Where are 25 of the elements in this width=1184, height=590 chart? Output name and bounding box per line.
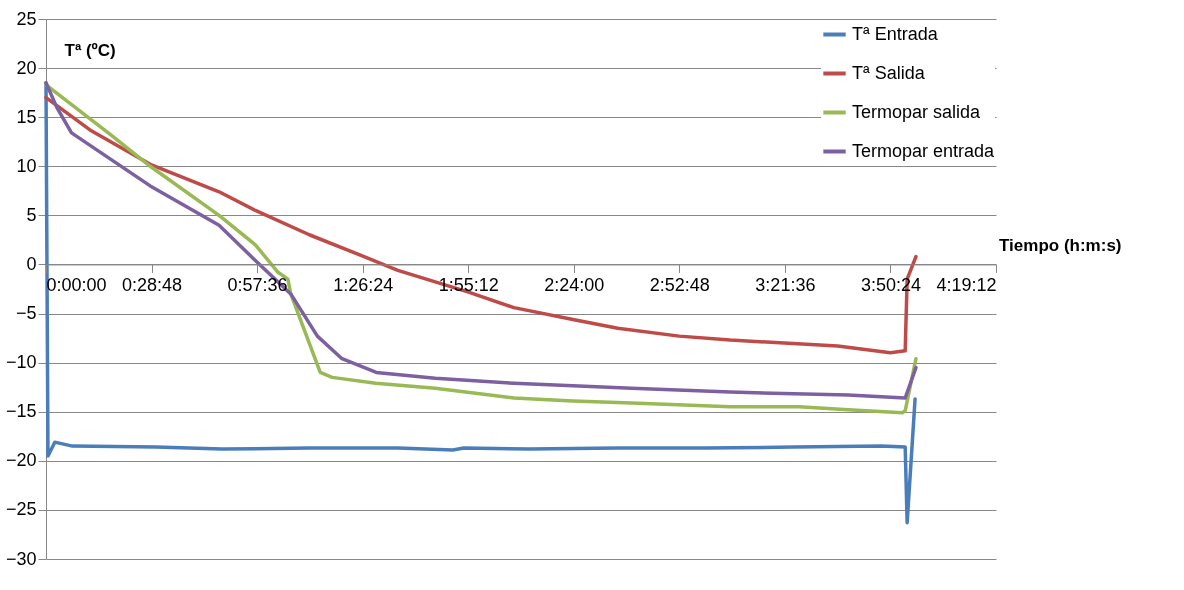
y-tick-label: −5 [15,303,37,324]
legend-label: Tª Entrada [852,23,939,44]
y-tick-label: −25 [5,499,37,520]
y-tick-label: −30 [5,548,37,569]
x-tick-label: 0:28:48 [122,274,183,295]
y-tick-label: 20 [16,57,37,78]
legend-label: Tª Salida [852,62,926,83]
y-tick-label: 5 [26,204,37,225]
y-tick-label: 15 [16,106,37,127]
y-tick-label: 10 [16,155,37,176]
y-tick-label: −10 [5,352,37,373]
legend-label: Termopar entrada [852,140,996,161]
y-tick-label: 0 [26,253,37,274]
y-axis-title: Tª (ºC) [64,40,116,60]
legend-label: Termopar salida [852,101,982,122]
x-tick-label: 2:24:00 [544,274,605,295]
x-axis-title: Tiempo (h:m:s) [999,235,1122,255]
x-tick-label: 2:52:48 [649,274,710,295]
x-tick-label: 1:26:24 [333,274,394,295]
y-tick-label: −20 [5,450,37,471]
y-tick-label: −15 [5,401,37,422]
y-tick-label: 25 [16,8,37,29]
x-tick-label: 1:55:12 [438,274,499,295]
x-tick-label: 4:19:12 [936,274,997,295]
x-tick-label: 3:21:36 [755,274,816,295]
